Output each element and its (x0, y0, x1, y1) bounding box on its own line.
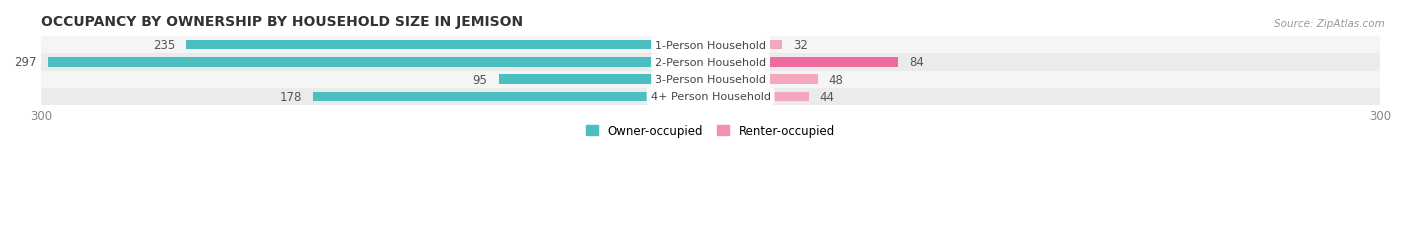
Bar (41, 71, 1379, 88)
Text: 48: 48 (828, 73, 844, 86)
Bar (48, 58, 710, 67)
Text: 32: 32 (793, 39, 808, 52)
Bar (41, 54, 1379, 71)
Bar (41, 37, 1379, 54)
Text: 297: 297 (14, 56, 37, 69)
Text: 178: 178 (280, 91, 302, 103)
Bar (314, 92, 710, 102)
Bar (710, 75, 818, 85)
Text: 235: 235 (153, 39, 174, 52)
Bar (710, 58, 898, 67)
Text: 1-Person Household: 1-Person Household (655, 41, 766, 51)
Bar (710, 92, 808, 102)
Legend: Owner-occupied, Renter-occupied: Owner-occupied, Renter-occupied (586, 125, 835, 137)
Text: OCCUPANCY BY OWNERSHIP BY HOUSEHOLD SIZE IN JEMISON: OCCUPANCY BY OWNERSHIP BY HOUSEHOLD SIZE… (41, 15, 523, 29)
Text: Source: ZipAtlas.com: Source: ZipAtlas.com (1274, 18, 1385, 28)
Text: 4+ Person Household: 4+ Person Household (651, 92, 770, 102)
Bar (41, 88, 1379, 106)
Bar (499, 75, 710, 85)
Text: 44: 44 (820, 91, 835, 103)
Bar (186, 41, 710, 50)
Text: 95: 95 (472, 73, 488, 86)
Text: 2-Person Household: 2-Person Household (655, 58, 766, 68)
Bar (710, 41, 782, 50)
Text: 84: 84 (910, 56, 924, 69)
Text: 3-Person Household: 3-Person Household (655, 75, 766, 85)
